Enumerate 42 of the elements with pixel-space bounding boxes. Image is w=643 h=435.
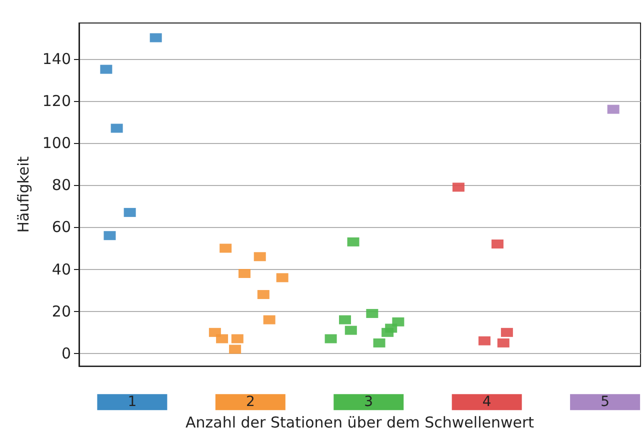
x-tick-label: 1 — [128, 394, 137, 410]
point — [500, 328, 513, 337]
y-axis-title: Häufigkeit — [14, 156, 32, 233]
y-tick-label: 140 — [42, 50, 71, 68]
point — [607, 104, 620, 114]
point — [216, 334, 228, 344]
x-tick-label: 4 — [482, 394, 492, 410]
y-tick-label: 100 — [42, 134, 71, 152]
x-tick-label: 2 — [246, 394, 255, 410]
point — [263, 315, 276, 324]
point — [491, 240, 504, 249]
y-tick-label: 80 — [52, 176, 71, 194]
point — [220, 244, 232, 253]
point — [366, 308, 378, 318]
point — [324, 334, 337, 344]
y-tick-label: 120 — [42, 92, 71, 110]
point — [497, 338, 510, 348]
point — [452, 182, 464, 192]
point — [110, 124, 123, 133]
point — [150, 33, 162, 42]
point — [338, 315, 351, 324]
point — [373, 338, 386, 348]
x-tick-label: 3 — [364, 394, 374, 410]
y-tick-label: 20 — [52, 302, 71, 320]
point — [229, 344, 242, 354]
point — [100, 64, 112, 74]
point — [276, 273, 288, 282]
point — [344, 326, 357, 335]
x-axis-title: Anzahl der Stationen über dem Schwellenwert — [186, 414, 534, 432]
point — [231, 334, 244, 344]
point — [382, 328, 394, 337]
x-tick-label: 5 — [600, 394, 610, 410]
point — [238, 268, 251, 278]
point — [104, 231, 116, 240]
point — [478, 336, 490, 346]
y-tick-label: 0 — [61, 344, 71, 362]
point — [257, 290, 270, 300]
y-tick-label: 40 — [52, 260, 71, 278]
point — [347, 237, 360, 246]
point — [254, 252, 266, 262]
point — [124, 208, 136, 217]
y-tick-label: 60 — [52, 218, 71, 236]
